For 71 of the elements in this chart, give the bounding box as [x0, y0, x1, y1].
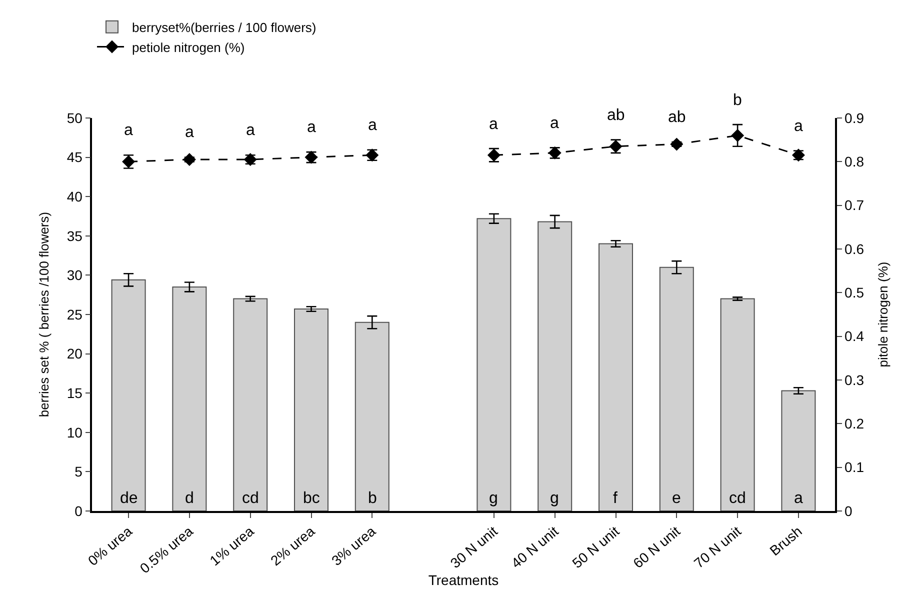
annotation: f	[613, 490, 618, 507]
x-tick-label: 0% urea	[84, 522, 136, 569]
annotation: a	[489, 116, 498, 133]
annotation: a	[307, 119, 316, 136]
annotation: bc	[303, 490, 320, 507]
annotation: g	[550, 490, 559, 507]
legend-label: petiole nitrogen (%)	[132, 40, 245, 55]
bar	[781, 390, 816, 511]
y2-axis-title: pitole nitrogen (%)	[875, 262, 890, 368]
x-tick-label: 50 N unit	[568, 522, 622, 572]
y2-tick-label: 0.8	[844, 154, 864, 170]
bar	[538, 221, 572, 511]
bar	[111, 279, 146, 511]
y-tick-label: 10	[66, 424, 83, 440]
bar	[598, 243, 633, 511]
annotation: g	[489, 490, 498, 507]
annotation: ab	[607, 107, 625, 124]
y2-tick-label: 0.2	[844, 416, 864, 432]
annotation: a	[246, 122, 255, 139]
x-tick-label: 70 N unit	[690, 522, 744, 572]
y-tick-label: 50	[66, 110, 83, 126]
bar	[476, 218, 512, 511]
x-tick-label: 1% urea	[206, 522, 257, 569]
x-tick-label: 60 N unit	[630, 522, 684, 572]
annotation: a	[550, 115, 559, 132]
bar	[233, 298, 268, 511]
bar	[294, 308, 328, 511]
x-tick-label: 2% urea	[267, 522, 318, 569]
y-tick-label: 20	[66, 346, 83, 362]
y2-tick-label: 0.7	[844, 197, 864, 214]
annotation: a	[794, 490, 803, 507]
annotation: ab	[668, 109, 686, 126]
y-tick-label: 15	[66, 385, 83, 401]
annotation: cd	[242, 490, 259, 507]
y2-tick-label: 0	[844, 502, 853, 519]
x-tick-label: 3% urea	[328, 522, 379, 569]
x-tick-label: 40 N unit	[508, 522, 562, 572]
x-tick-label: 30 N unit	[447, 522, 500, 572]
text: b	[733, 92, 742, 109]
y-tick-label: 25	[66, 306, 83, 322]
annotation: a	[794, 118, 803, 135]
y-tick-label: 45	[66, 149, 83, 166]
annotation: e	[672, 490, 681, 507]
bar	[720, 298, 755, 511]
y-tick-label: 0	[74, 502, 83, 519]
annotation: a	[124, 122, 133, 139]
point	[182, 152, 196, 166]
y2-tick-label: 0.6	[844, 240, 864, 257]
point	[670, 138, 684, 151]
bar	[354, 322, 390, 511]
bar	[172, 286, 207, 511]
y-tick-label: 40	[66, 188, 83, 204]
y-tick-label: 5	[74, 464, 83, 480]
x-axis-title: Treatments	[428, 572, 499, 588]
y-tick-label: 30	[66, 267, 83, 284]
y2-tick-label: 0.5	[844, 284, 864, 301]
annotation: de	[120, 490, 138, 507]
annotation: d	[185, 490, 194, 507]
y2-tick-label: 0.4	[844, 328, 864, 344]
y2-tick-label: 0.3	[844, 372, 864, 388]
annotation: cd	[729, 490, 746, 507]
point	[731, 128, 744, 142]
y-tick-label: 35	[66, 228, 83, 244]
annotation: b	[368, 490, 377, 507]
y2-tick-label: 0.9	[844, 110, 864, 126]
bar	[659, 266, 694, 511]
legend-label: berryset%(berries / 100 flowers)	[132, 20, 316, 35]
annotation: a	[185, 124, 194, 141]
y2-tick-label: 0.1	[844, 459, 864, 476]
annotation: a	[368, 117, 377, 134]
y-axis-title: berries set % ( berries /100 flowers)	[36, 212, 52, 418]
